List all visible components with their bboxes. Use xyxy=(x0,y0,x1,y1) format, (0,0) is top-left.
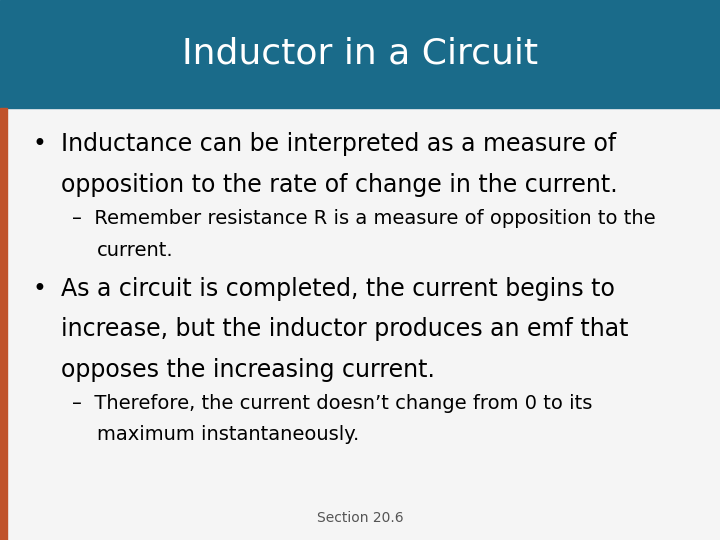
Text: •: • xyxy=(32,132,46,156)
Text: opposition to the rate of change in the current.: opposition to the rate of change in the … xyxy=(61,173,618,197)
Text: –  Therefore, the current doesn’t change from 0 to its: – Therefore, the current doesn’t change … xyxy=(72,394,593,413)
Text: Section 20.6: Section 20.6 xyxy=(317,511,403,525)
Text: Inductor in a Circuit: Inductor in a Circuit xyxy=(182,37,538,71)
Text: maximum instantaneously.: maximum instantaneously. xyxy=(97,426,359,444)
Text: •: • xyxy=(32,276,46,301)
Text: increase, but the inductor produces an emf that: increase, but the inductor produces an e… xyxy=(61,317,629,341)
Bar xyxy=(0,0,720,108)
Text: Inductance can be interpreted as a measure of: Inductance can be interpreted as a measu… xyxy=(61,132,616,156)
Text: As a circuit is completed, the current begins to: As a circuit is completed, the current b… xyxy=(61,276,615,301)
Text: –  Remember resistance R is a measure of opposition to the: – Remember resistance R is a measure of … xyxy=(72,209,656,228)
Text: opposes the increasing current.: opposes the increasing current. xyxy=(61,357,435,382)
Bar xyxy=(0,108,7,540)
Text: current.: current. xyxy=(97,241,174,260)
